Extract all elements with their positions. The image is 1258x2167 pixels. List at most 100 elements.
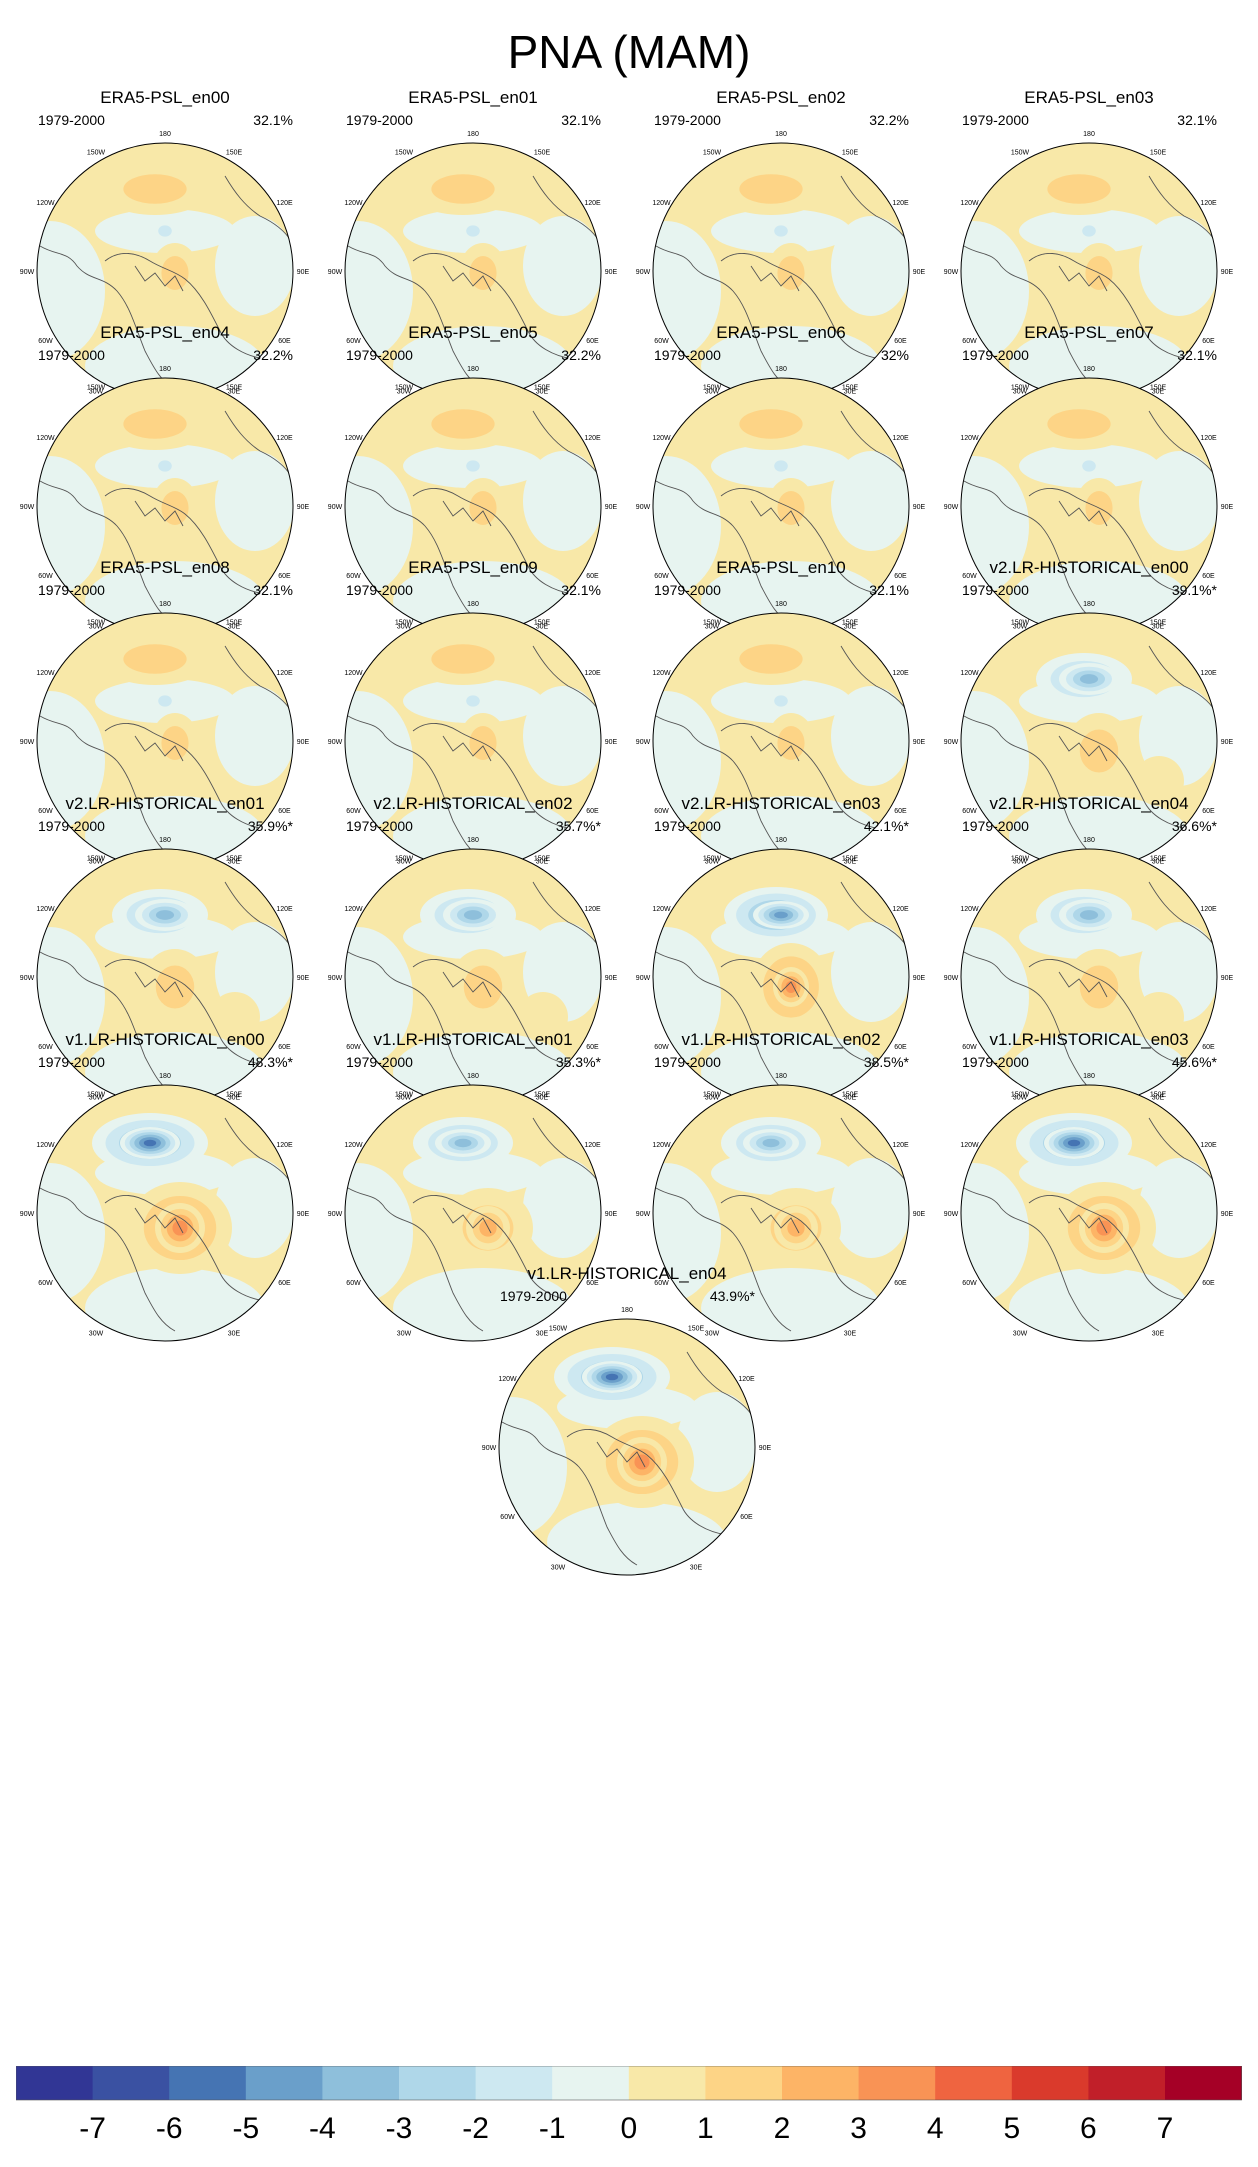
- panel-title: ERA5-PSL_en05: [408, 323, 538, 342]
- anomaly-region: [345, 221, 413, 361]
- longitude-label: 150W: [395, 856, 414, 863]
- anomaly-contour: [210, 992, 260, 1042]
- longitude-label: 150W: [395, 150, 414, 157]
- longitude-label: 90W: [20, 975, 35, 982]
- longitude-label: 30W: [705, 624, 720, 631]
- colorbar-tick-label: -3: [386, 2112, 413, 2145]
- longitude-label: 90E: [1221, 975, 1234, 982]
- longitude-label: 180: [467, 1073, 479, 1080]
- anomaly-region: [85, 1268, 265, 1341]
- longitude-label: 90E: [1221, 1211, 1234, 1218]
- panel-variance: 32.2%: [253, 347, 293, 363]
- longitude-label: 60E: [278, 1044, 291, 1051]
- anomaly-contour: [739, 644, 803, 674]
- anomaly-contour: [158, 460, 172, 472]
- anomaly-region: [831, 686, 909, 786]
- coastline: [39, 645, 292, 860]
- polar-map: 180150E120E90E60E30E030W60W90W120W150W: [20, 1073, 310, 1342]
- panel-variance: 32.2%: [869, 112, 909, 128]
- anomaly-region: [37, 927, 105, 1067]
- polar-map: 180150E120E90E60E30E030W60W90W120W150W: [20, 837, 310, 1106]
- coastline: [39, 175, 292, 390]
- longitude-label: 90W: [20, 269, 35, 276]
- longitude-label: 30E: [844, 624, 857, 631]
- polar-map: 180150E120E90E60E30E030W60W90W120W150W: [328, 601, 618, 870]
- longitude-label: 120E: [1200, 906, 1217, 913]
- map-panel: ERA5-PSL_en08 1979-2000 32.1% 180 150E 120E 90…: [15, 558, 315, 876]
- longitude-label: 30E: [228, 859, 241, 866]
- anomaly-region: [215, 1158, 293, 1258]
- anomaly-contour: [1079, 965, 1119, 1009]
- colorbar-swatch: [935, 2066, 1013, 2100]
- longitude-label: 60E: [1202, 338, 1215, 345]
- longitude-label: 90E: [605, 739, 618, 746]
- anomaly-contour: [123, 644, 187, 674]
- panel-period: 1979-2000: [38, 1054, 105, 1070]
- map-panel: ERA5-PSL_en07 1979-2000 32.1% 180 150E 120E 90…: [939, 323, 1239, 641]
- map-border: [344, 1084, 602, 1342]
- map-panel: ERA5-PSL_en00 1979-2000 32.1% 180 150E 120E 90…: [15, 88, 315, 406]
- longitude-label: 30E: [228, 624, 241, 631]
- longitude-label: 120E: [584, 906, 601, 913]
- longitude-label: 150E: [1150, 856, 1167, 863]
- longitude-label: 90W: [944, 1211, 959, 1218]
- longitude-label: 90W: [944, 504, 959, 511]
- longitude-label: 150E: [1150, 620, 1167, 627]
- longitude-label: 90W: [328, 504, 343, 511]
- panel-period: 1979-2000: [654, 347, 721, 363]
- longitude-label: 60W: [654, 1044, 669, 1051]
- coastline: [39, 881, 292, 1096]
- longitude-label: 30W: [1013, 1095, 1028, 1102]
- longitude-label: 60W: [962, 1280, 977, 1287]
- longitude-label: 150E: [226, 385, 243, 392]
- anomaly-region: [831, 1158, 909, 1258]
- longitude-label: 120W: [960, 906, 979, 913]
- colorbar-tick-label: 3: [850, 2112, 867, 2145]
- longitude-label: 60W: [962, 1044, 977, 1051]
- colorbar-tick-label: 4: [927, 2112, 944, 2145]
- longitude-label: 150W: [703, 856, 722, 863]
- longitude-label: 90E: [913, 739, 926, 746]
- longitude-label: 90W: [20, 504, 35, 511]
- panel-variance: 32.1%: [253, 582, 293, 598]
- longitude-label: 90E: [605, 269, 618, 276]
- panel-variance: 32.2%: [561, 347, 601, 363]
- polar-map: 180150E120E90E60E30E030W60W90W120W150W: [944, 1073, 1234, 1342]
- anomaly-region: [499, 1397, 567, 1537]
- anomaly-contour: [739, 409, 803, 439]
- longitude-label: 30W: [1013, 1331, 1028, 1338]
- longitude-label: 90E: [913, 504, 926, 511]
- panel-title: ERA5-PSL_en04: [100, 323, 230, 342]
- panel-title: v1.LR-HISTORICAL_en00: [65, 1030, 265, 1049]
- longitude-label: 120E: [1200, 670, 1217, 677]
- anomaly-region: [345, 927, 413, 1067]
- anomaly-contour: [739, 174, 803, 204]
- colorbar-tick-label: -6: [156, 2112, 183, 2145]
- longitude-label: 30W: [1013, 389, 1028, 396]
- panel-period: 1979-2000: [500, 1288, 567, 1304]
- polar-map: 180150E120E90E60E30E030W60W90W120W150W: [636, 1073, 926, 1342]
- longitude-label: 90W: [328, 739, 343, 746]
- anomaly-region: [523, 686, 601, 786]
- polar-map: 180150E120E90E60E30E030W60W90W120W150W: [482, 1307, 772, 1576]
- polar-map: 180150E120E90E60E30E030W60W90W120W150W: [636, 837, 926, 1106]
- longitude-label: 180: [775, 601, 787, 608]
- colorbar-swatch: [1011, 2066, 1089, 2100]
- page-title: PNA (MAM): [507, 26, 751, 78]
- longitude-label: 120W: [36, 906, 55, 913]
- longitude-label: 150E: [1150, 1092, 1167, 1099]
- longitude-label: 180: [775, 837, 787, 844]
- longitude-label: 150E: [226, 1092, 243, 1099]
- polar-map: 180150E120E90E60E30E030W60W90W120W150W: [636, 601, 926, 870]
- panel-title: ERA5-PSL_en07: [1024, 323, 1154, 342]
- longitude-label: 90W: [328, 975, 343, 982]
- panel-title: ERA5-PSL_en02: [716, 88, 846, 107]
- anomaly-region: [831, 922, 909, 1022]
- colorbar-tick-label: -5: [232, 2112, 259, 2145]
- anomaly-region: [37, 691, 105, 831]
- longitude-label: 60W: [346, 338, 361, 345]
- longitude-label: 180: [775, 1073, 787, 1080]
- longitude-label: 60W: [500, 1514, 515, 1521]
- longitude-label: 120W: [36, 670, 55, 677]
- panel-variance: 35.9%*: [247, 818, 293, 834]
